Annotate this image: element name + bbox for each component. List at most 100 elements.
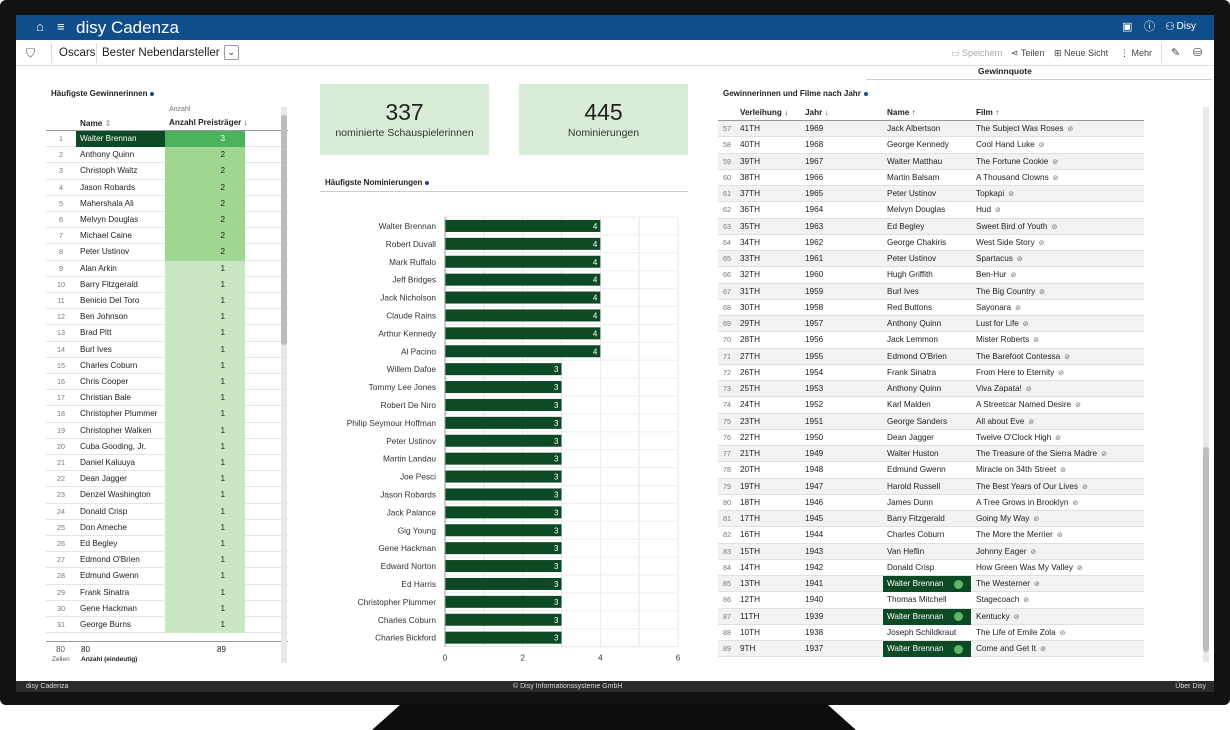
table-row[interactable]: 8 Peter Ustinov 2 — [46, 244, 288, 261]
link-icon[interactable]: ⊘ — [1040, 646, 1046, 653]
table-row[interactable]: 24 Donald Crisp 1 — [46, 503, 288, 520]
scrollbar-thumb[interactable] — [1203, 447, 1209, 652]
link-icon[interactable]: ⊘ — [1008, 191, 1015, 198]
breadcrumb-oscars[interactable]: Oscars — [59, 47, 96, 59]
col-header-film[interactable]: Film ↑ — [976, 104, 999, 121]
bar[interactable] — [445, 613, 562, 626]
bar[interactable] — [445, 219, 601, 232]
bar[interactable] — [445, 560, 562, 573]
bar[interactable] — [445, 237, 601, 250]
bar[interactable] — [445, 595, 562, 608]
table-row[interactable]: 59 39TH 1967 Walter Matthau The Fortune Cook… — [718, 153, 1144, 170]
table-row[interactable]: 61 37TH 1965 Peter Ustinov Topkapi ⊘ — [718, 186, 1144, 203]
table-row[interactable]: 23 Denzel Washington 1 — [46, 487, 288, 504]
link-icon[interactable]: ⊘ — [1075, 402, 1081, 410]
table-row[interactable]: 87 11TH 1939 Walter Brennan Kentucky ⊘ — [718, 608, 1144, 625]
left-table-scrollbar[interactable] — [281, 107, 287, 663]
bar[interactable] — [445, 416, 562, 429]
link-icon[interactable]: ⊘ — [995, 207, 1001, 215]
link-icon[interactable]: ⊘ — [1064, 353, 1071, 361]
link-icon[interactable]: ⊘ — [1016, 256, 1023, 263]
table-row[interactable]: 14 Burl Ives 1 — [46, 341, 288, 358]
link-icon[interactable]: ⊘ — [1060, 467, 1066, 475]
table-row[interactable]: 15 Charles Coburn 1 — [46, 357, 288, 374]
table-row[interactable]: 31 George Burns 1 — [46, 617, 288, 634]
table-row[interactable]: 68 30TH 1958 Red Buttons Sayonara ⊘ — [718, 299, 1144, 316]
table-row[interactable]: 80 18TH 1946 James Dunn A Tree Grows in Broo… — [718, 494, 1144, 511]
table-row[interactable]: 72 26TH 1954 Frank Sinatra From Here to Eter… — [718, 364, 1144, 381]
col-header-name[interactable]: Name ⇕ — [80, 118, 111, 128]
table-row[interactable]: 57 41TH 1969 Jack Albertson The Subject Was … — [718, 121, 1144, 138]
table-row[interactable]: 77 21TH 1949 Walter Huston The Treasure of t… — [718, 446, 1144, 463]
table-row[interactable]: 5 Mahershala Ali 2 — [46, 195, 288, 212]
link-icon[interactable]: ⊘ — [1051, 223, 1058, 231]
table-row[interactable]: 71 27TH 1955 Edmond O'Brien The Barefoot Con… — [718, 348, 1144, 365]
table-row[interactable]: 65 33TH 1961 Peter Ustinov Spartacus ⊘ — [718, 251, 1144, 268]
link-icon[interactable]: ⊘ — [1034, 581, 1040, 588]
link-icon[interactable]: ⊘ — [1052, 174, 1059, 182]
link-icon[interactable]: ⊘ — [1025, 386, 1032, 393]
link-icon[interactable]: ⊘ — [1076, 564, 1083, 572]
database-icon[interactable]: ⛁ — [1193, 47, 1203, 59]
link-icon[interactable]: ⊘ — [1028, 418, 1035, 426]
table-row[interactable]: 17 Christian Bale 1 — [46, 390, 288, 407]
bar[interactable] — [445, 273, 601, 286]
col-header-count[interactable]: Anzahl Preisträger ↓ — [169, 118, 248, 127]
bar[interactable] — [445, 345, 601, 358]
help-icon[interactable]: ⓘ — [1144, 21, 1155, 33]
link-icon[interactable]: ⊘ — [1013, 613, 1020, 621]
table-row[interactable]: 70 28TH 1956 Jack Lemmon Mister Roberts ⊘ — [718, 332, 1144, 349]
table-row[interactable]: 69 29TH 1957 Anthony Quinn Lust for Life ⊘ — [718, 316, 1144, 333]
table-row[interactable]: 83 15TH 1943 Van Heflin Johnny Eager ⊘ — [718, 543, 1144, 560]
table-row[interactable]: 19 Christopher Walken 1 — [46, 422, 288, 439]
share-button[interactable]: ⋖ Teilen — [1011, 40, 1044, 66]
bar[interactable] — [445, 291, 601, 304]
filter-icon[interactable]: ⛉ — [26, 46, 36, 60]
bar[interactable] — [445, 577, 562, 590]
table-row[interactable]: 27 Edmond O'Brien 1 — [46, 552, 288, 569]
table-row[interactable]: 12 Ben Johnson 1 — [46, 309, 288, 326]
table-row[interactable]: 3 Christoph Waltz 2 — [46, 163, 288, 180]
link-icon[interactable]: ⊘ — [1023, 597, 1030, 605]
bar[interactable] — [445, 524, 562, 537]
table-row[interactable]: 6 Melvyn Douglas 2 — [46, 212, 288, 229]
link-icon[interactable]: ⊘ — [1030, 548, 1037, 556]
edit-icon[interactable]: ✎ — [1171, 47, 1181, 59]
link-icon[interactable]: ⊘ — [1022, 321, 1029, 328]
table-row[interactable]: 10 Barry Fitzgerald 1 — [46, 276, 288, 293]
link-icon[interactable]: ⊘ — [1081, 483, 1088, 491]
link-icon[interactable]: ⊘ — [1033, 516, 1040, 523]
table-row[interactable]: 25 Don Ameche 1 — [46, 519, 288, 536]
table-row[interactable]: 16 Chris Cooper 1 — [46, 374, 288, 391]
table-row[interactable]: 88 10TH 1938 Joseph Schildkraut The Life of … — [718, 624, 1144, 641]
table-row[interactable]: 60 38TH 1966 Martin Balsam A Thousand Clowns… — [718, 169, 1144, 186]
link-icon[interactable]: ⊘ — [1072, 499, 1079, 507]
dashboard-icon[interactable]: ▣ — [1122, 21, 1133, 33]
user-name[interactable]: Disy — [1176, 21, 1196, 32]
link-icon[interactable]: ⊘ — [1015, 304, 1021, 312]
link-icon[interactable]: ⊘ — [1033, 337, 1040, 345]
table-row[interactable]: 86 12TH 1940 Thomas Mitchell Stagecoach ⊘ — [718, 592, 1144, 609]
link-icon[interactable]: ⊘ — [1059, 629, 1066, 637]
table-row[interactable]: 4 Jason Robards 2 — [46, 179, 288, 196]
table-row[interactable]: 2 Anthony Quinn 2 — [46, 147, 288, 164]
table-row[interactable]: 58 40TH 1968 George Kennedy Cool Hand Luke ⊘ — [718, 137, 1144, 154]
table-row[interactable]: 20 Cuba Gooding, Jr. 1 — [46, 438, 288, 455]
link-icon[interactable]: ⊘ — [1058, 369, 1065, 377]
table-row[interactable]: 22 Dean Jagger 1 — [46, 471, 288, 488]
table-row[interactable]: 1 Walter Brennan 3 — [46, 131, 288, 148]
table-row[interactable]: 29 Frank Sinatra 1 — [46, 584, 288, 601]
table-row[interactable]: 75 23TH 1951 George Sanders All about Eve ⊘ — [718, 413, 1144, 430]
more-button[interactable]: ⋮ Mehr — [1120, 40, 1152, 66]
right-table-scrollbar[interactable] — [1203, 107, 1209, 662]
table-row[interactable]: 89 9TH 1937 Walter Brennan Come and Get It ⊘ — [718, 641, 1144, 658]
col-header-name[interactable]: Name ↑ — [887, 104, 916, 121]
bar[interactable] — [445, 542, 562, 555]
table-row[interactable]: 28 Edmund Gwenn 1 — [46, 568, 288, 585]
user-icon[interactable]: ⚇ — [1165, 21, 1175, 33]
table-row[interactable]: 11 Benicio Del Toro 1 — [46, 293, 288, 310]
chevron-down-icon[interactable]: ⌄ — [223, 45, 239, 61]
view-selector[interactable]: Bester Nebendarsteller ⌄ — [102, 40, 239, 66]
table-row[interactable]: 85 13TH 1941 Walter Brennan The Westerner ⊘ — [718, 576, 1144, 593]
table-row[interactable]: 73 25TH 1953 Anthony Quinn Viva Zapata! ⊘ — [718, 381, 1144, 398]
